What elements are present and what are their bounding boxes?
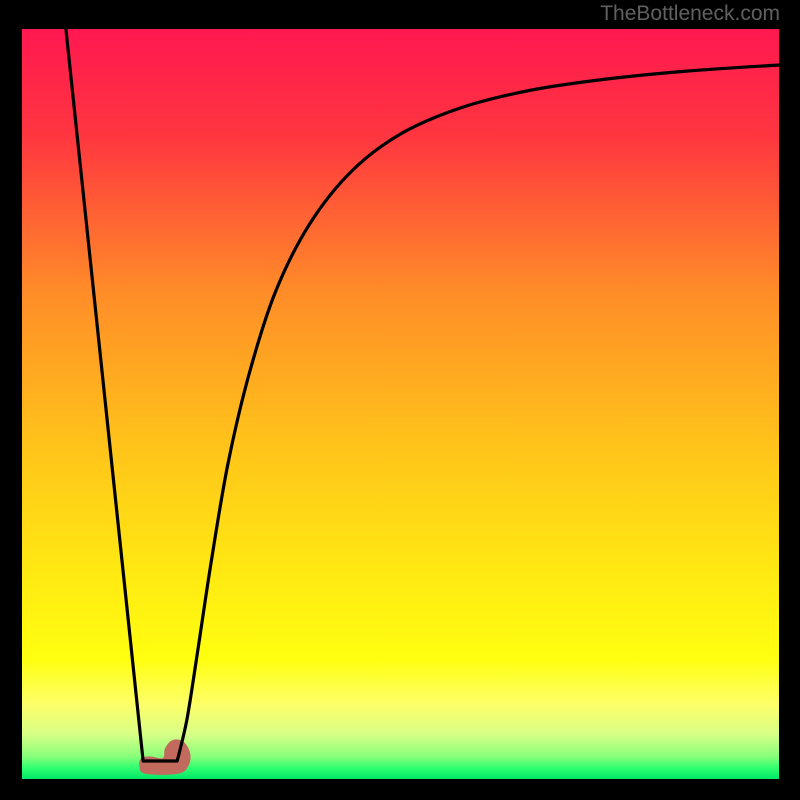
bottleneck-curve <box>22 29 779 779</box>
curve-line <box>66 29 779 761</box>
plot-area <box>22 29 779 779</box>
chart-frame: TheBottleneck.com <box>0 0 800 800</box>
watermark-text: TheBottleneck.com <box>600 2 780 26</box>
